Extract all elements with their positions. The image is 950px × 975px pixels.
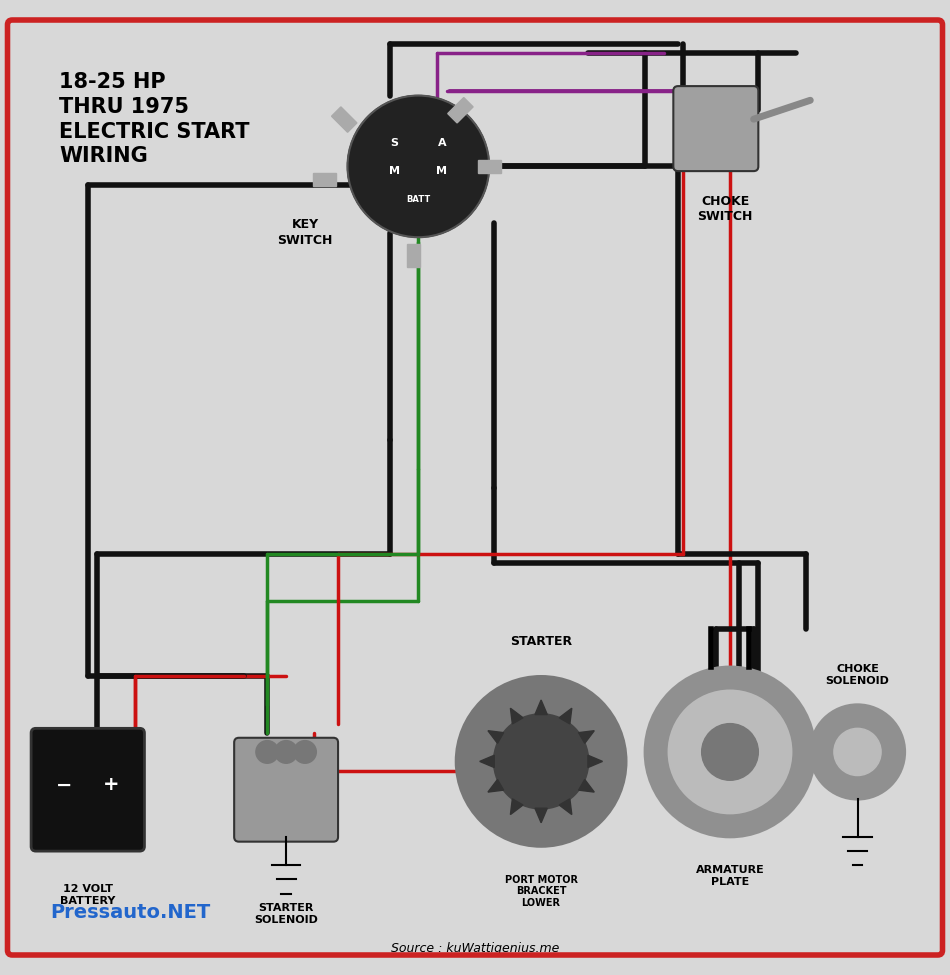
Text: ARMATURE
PLATE: ARMATURE PLATE [695,865,765,887]
Text: CHOKE
SWITCH: CHOKE SWITCH [697,195,753,222]
Circle shape [494,714,588,808]
Polygon shape [510,708,523,723]
Circle shape [645,667,815,837]
Text: BATT: BATT [407,195,430,204]
Polygon shape [510,799,523,814]
Bar [447,98,473,123]
Bar [407,244,420,266]
Text: PORT MOTOR
BRACKET
LOWER: PORT MOTOR BRACKET LOWER [504,875,578,908]
Circle shape [456,677,626,846]
Polygon shape [560,799,572,814]
Bar [314,173,336,186]
Circle shape [275,741,297,763]
Circle shape [294,741,316,763]
Polygon shape [579,730,595,743]
Polygon shape [480,756,494,767]
Circle shape [256,741,278,763]
Bar [478,160,501,173]
Text: KEY
SWITCH: KEY SWITCH [277,218,332,247]
Text: CHOKE
SOLENOID: CHOKE SOLENOID [826,664,889,685]
Circle shape [810,705,904,799]
Text: 12 VOLT
BATTERY: 12 VOLT BATTERY [60,884,116,906]
Text: −: − [56,775,72,795]
Bar [332,107,357,133]
FancyBboxPatch shape [234,738,338,841]
Text: 18-25 HP
THRU 1975
ELECTRIC START
WIRING: 18-25 HP THRU 1975 ELECTRIC START WIRING [60,72,250,167]
Polygon shape [579,779,595,792]
Text: Source : kuWattigenius.me: Source : kuWattigenius.me [390,942,560,955]
Text: STARTER: STARTER [510,635,572,648]
Text: Pressauto.NET: Pressauto.NET [50,903,210,922]
Text: S: S [390,137,399,148]
Text: M: M [436,166,447,176]
Text: +: + [104,775,120,795]
Circle shape [834,728,881,775]
Polygon shape [560,708,572,723]
FancyBboxPatch shape [674,86,758,171]
FancyBboxPatch shape [31,728,144,851]
Polygon shape [588,756,602,767]
Circle shape [702,723,758,780]
Polygon shape [488,730,504,743]
Text: STARTER
SOLENOID: STARTER SOLENOID [255,903,318,924]
Polygon shape [535,700,547,715]
Polygon shape [535,808,547,823]
Circle shape [669,690,791,813]
Text: M: M [390,166,400,176]
Circle shape [348,96,489,237]
Polygon shape [488,779,504,792]
Text: A: A [438,137,446,148]
